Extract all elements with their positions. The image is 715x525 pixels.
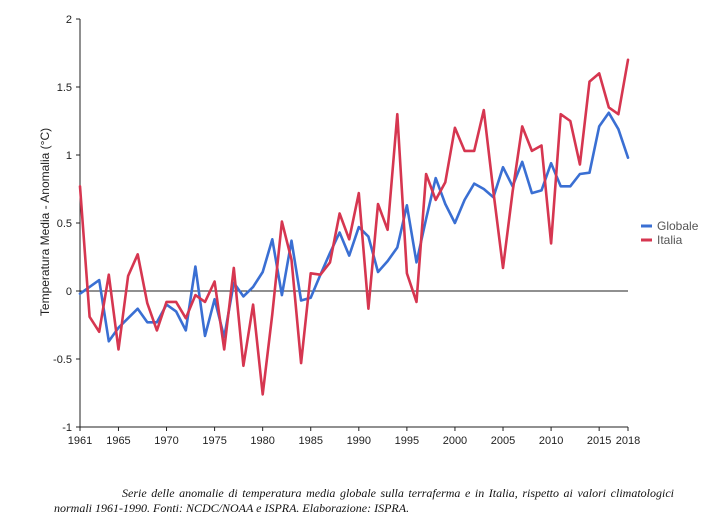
y-tick-label: 1.5 xyxy=(57,82,72,94)
y-tick-label: -1 xyxy=(62,422,72,434)
x-tick-label: 2000 xyxy=(443,435,467,447)
series-line-globale xyxy=(78,111,630,343)
x-tick-label: 2015 xyxy=(587,435,611,447)
legend-label-italia: Italia xyxy=(657,233,683,247)
axes xyxy=(79,19,628,428)
x-tick-label: 1975 xyxy=(202,435,226,447)
series-lines xyxy=(78,58,630,396)
x-tick-label: 2005 xyxy=(491,435,515,447)
y-tick-label: 1 xyxy=(66,150,72,162)
x-tick-label: 1990 xyxy=(347,435,371,447)
x-tick-label: 2010 xyxy=(539,435,563,447)
series-line-italia xyxy=(78,58,630,396)
y-tick-label: -0.5 xyxy=(53,354,72,366)
legend-label-globale: Globale xyxy=(657,219,699,233)
y-tick-label: 0.5 xyxy=(57,218,72,230)
x-tick-label: 1980 xyxy=(250,435,274,447)
x-tick-label: 1965 xyxy=(106,435,130,447)
x-tick-label: 1995 xyxy=(395,435,419,447)
x-axis-ticks: 1961 1965 1970 1975 1980 1985 1990 1995 2000 2005… xyxy=(68,427,640,447)
y-axis-label: Temperatura Media - Anomalia (°C) xyxy=(38,128,52,316)
x-tick-label: 1970 xyxy=(154,435,178,447)
chart-caption: Serie delle anomalie di temperatura medi… xyxy=(54,486,674,515)
y-tick-label: 0 xyxy=(66,286,72,298)
x-tick-label: 1961 xyxy=(68,435,92,447)
y-tick-label: 2 xyxy=(66,14,72,26)
x-tick-label: 1985 xyxy=(298,435,322,447)
temperature-anomaly-chart: -1 -0.5 0 0.5 1 1.5 2 1961 1965 1970 1975 1980 1985… xyxy=(38,14,699,447)
x-tick-label: 2018 xyxy=(616,435,640,447)
y-axis-ticks: -1 -0.5 0 0.5 1 1.5 2 xyxy=(53,14,80,434)
